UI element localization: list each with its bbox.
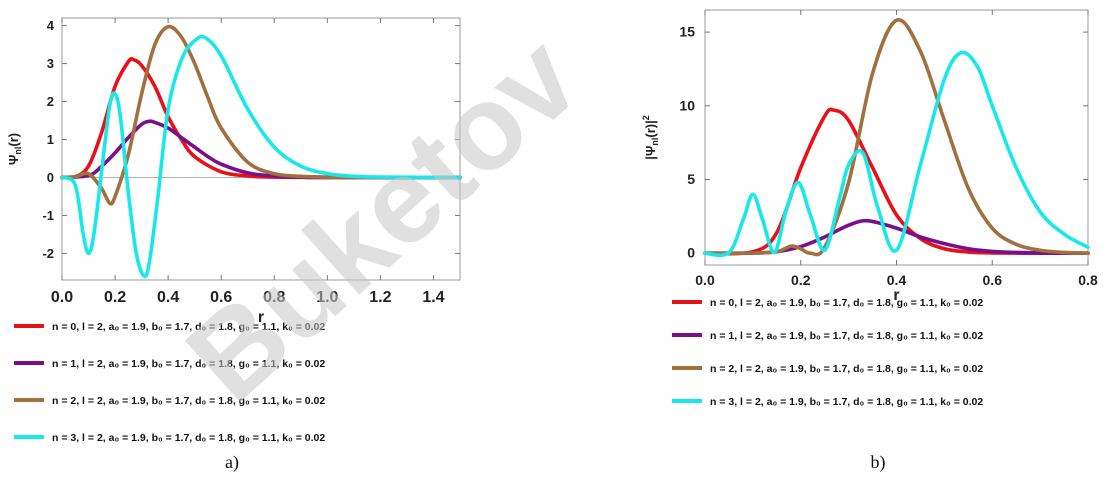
x-tick-label: 0.8 [1078,272,1098,288]
x-tick-label: 0.6 [983,272,1003,288]
series-line-n3 [60,34,462,279]
x-axis-label: r [893,287,899,304]
x-tick-label: 0.4 [887,272,907,288]
y-tick-label: -2 [42,246,54,261]
legend-entry: n = 0, l = 2, a₀ = 1.9, b₀ = 1.7, d₀ = 1… [52,321,325,333]
series-line-n2 [60,24,462,206]
legend-entry: n = 3, l = 2, a₀ = 1.9, b₀ = 1.7, d₀ = 1… [710,396,983,408]
panel-label: b) [871,452,886,473]
x-tick-label: 1.2 [369,289,391,306]
x-tick-label: 0.8 [263,289,285,306]
y-tick-label: 1 [47,132,54,147]
chart-panel-2: 0.0 0.2 0.4 0.6 0.8 0 5 10 15 r |Ψnl(r)|2 n = 0, l … [641,9,1098,473]
y-tick-label: 10 [679,97,695,113]
legend-entry: n = 2, l = 2, a₀ = 1.9, b₀ = 1.7, d₀ = 1… [710,363,983,375]
series-line-n2 [703,18,1090,257]
y-tick-label: -1 [42,208,54,223]
legend-entry: n = 0, l = 2, a₀ = 1.9, b₀ = 1.7, d₀ = 1… [710,297,983,309]
y-tick-label: 4 [47,18,55,33]
x-tick-label: 0.0 [51,289,73,306]
legend-entry: n = 1, l = 2, a₀ = 1.9, b₀ = 1.7, d₀ = 1… [52,358,325,370]
y-tick-label: 3 [47,56,54,71]
series-line-n0 [703,107,1090,256]
y-tick-label: 5 [687,171,695,187]
x-tick-label: 0.4 [157,289,179,306]
x-axis-label: r [258,309,264,326]
y-axis-label: Ψnl(r) [6,133,23,165]
panel-label: a) [225,452,239,473]
x-tick-label: 0.2 [791,272,811,288]
y-tick-label: 15 [679,24,695,40]
legend-entry: n = 2, l = 2, a₀ = 1.9, b₀ = 1.7, d₀ = 1… [52,395,325,407]
x-tick-label: 0.2 [104,289,126,306]
y-axis-label: |Ψnl(r)|2 [641,115,660,160]
series-line-n3 [703,50,1090,258]
y-tick-label: 0 [687,245,695,261]
y-tick-label: 2 [47,94,54,109]
plot-frame [61,17,461,281]
y-tick-label: 0 [47,170,54,185]
x-tick-label: 0.6 [210,289,232,306]
legend-entry: n = 1, l = 2, a₀ = 1.9, b₀ = 1.7, d₀ = 1… [710,330,983,342]
legend-entry: n = 3, l = 2, a₀ = 1.9, b₀ = 1.7, d₀ = 1… [52,432,325,444]
x-tick-label: 1.4 [422,289,444,306]
chart-panel-1: 0.0 0.2 0.4 0.6 0.8 1.0 1.2 1.4 -2 -1 0 1 2 3 4 r Ψnl(r)… [6,17,462,473]
x-tick-label: 0.0 [695,272,715,288]
x-tick-label: 1.0 [316,289,338,306]
